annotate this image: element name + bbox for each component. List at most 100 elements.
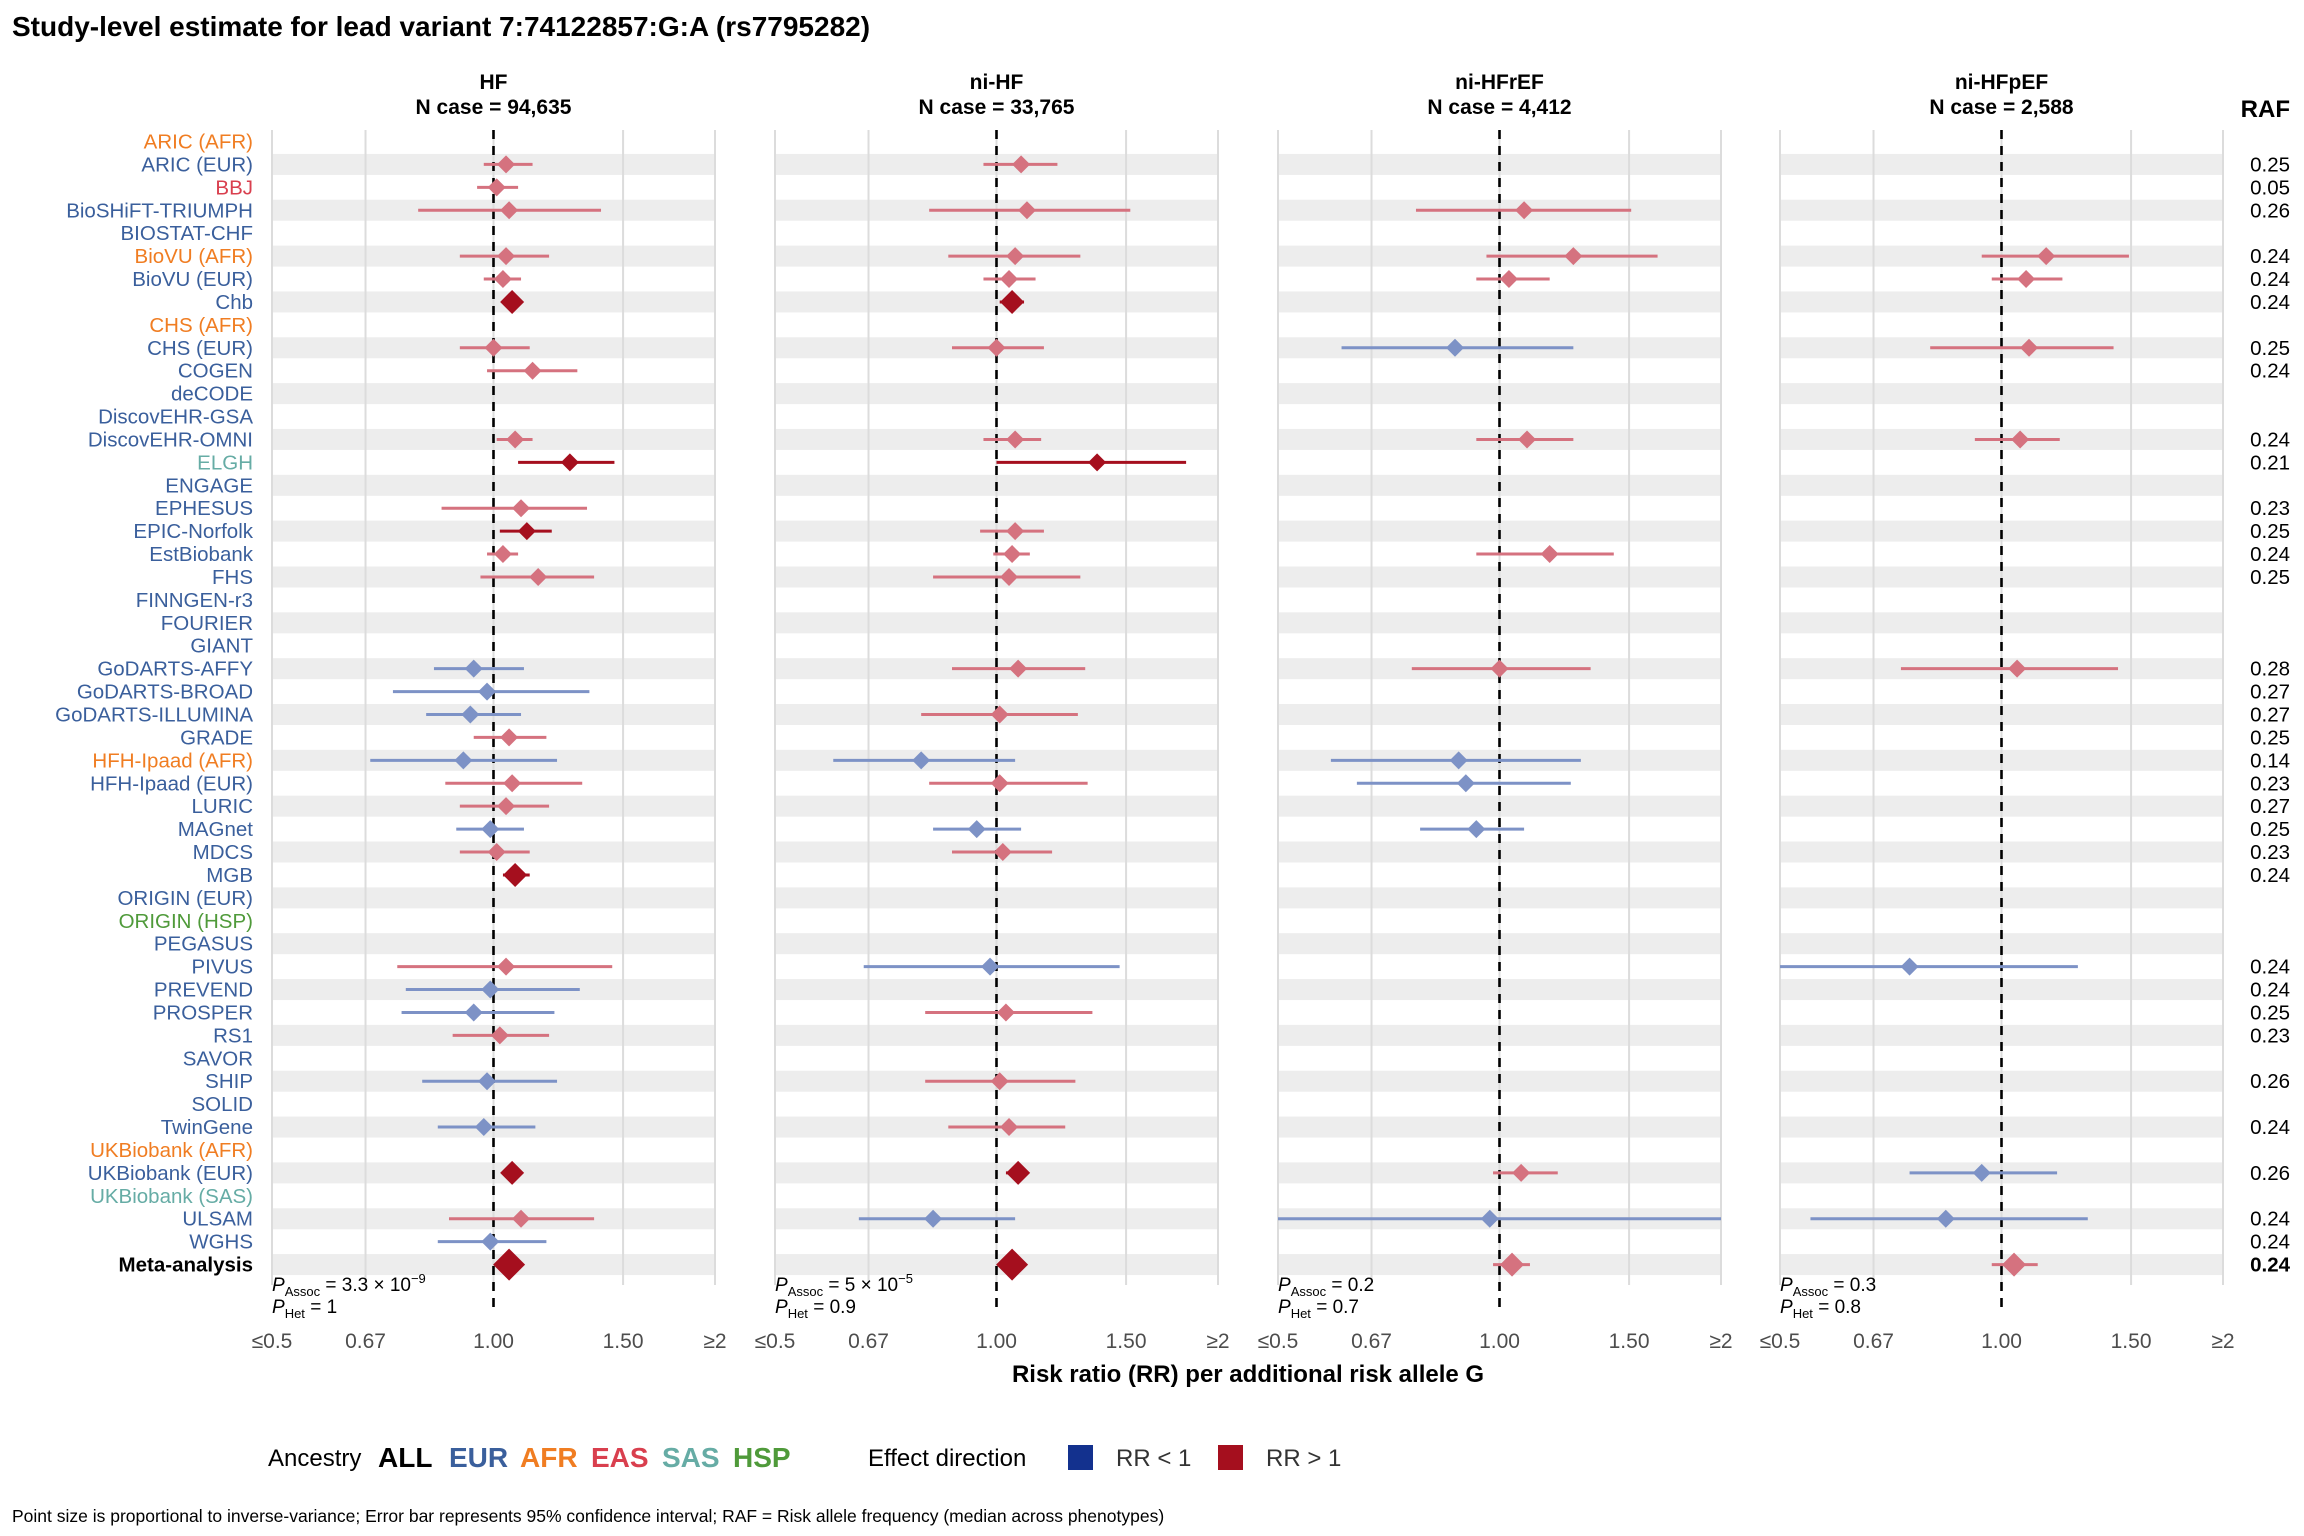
legend-effect-title: Effect direction	[868, 1445, 1026, 1472]
point-estimate	[454, 751, 473, 770]
study-label: MDCS	[193, 841, 253, 864]
raf-value: 0.23	[2250, 497, 2290, 520]
raf-value: 0.21	[2250, 451, 2290, 474]
x-tick-label: 0.67	[848, 1330, 889, 1353]
study-label: BioVU (AFR)	[135, 245, 253, 268]
raf-value: 0.24	[2250, 979, 2290, 1002]
x-tick-label: ≤0.5	[1258, 1330, 1299, 1353]
raf-value: 0.25	[2250, 1001, 2290, 1024]
raf-value: 0.23	[2250, 1024, 2290, 1047]
study-label: EPIC-Norfolk	[133, 520, 253, 543]
point-estimate	[1540, 545, 1559, 564]
x-tick-label: 0.67	[1351, 1330, 1392, 1353]
grid-lines: ≤0.5 0.67 1.00 1.50 ≥2 ≤0.5 0.67 1.00 1.50 ≥2 ≤0.5…	[252, 130, 2235, 1353]
x-tick-label: 1.50	[603, 1330, 644, 1353]
legend-ancestry-item: HSP	[733, 1442, 791, 1473]
point-estimate	[1518, 430, 1537, 449]
p-assoc: PAssoc = 3.3 × 10−9	[272, 1271, 426, 1299]
p-het: PHet = 0.8	[1780, 1297, 1861, 1321]
point-estimate	[490, 1026, 509, 1045]
study-label: UKBiobank (SAS)	[90, 1185, 253, 1208]
legend-effect-label: RR < 1	[1116, 1445, 1191, 1472]
estimate-marks	[370, 155, 2129, 1281]
study-label: FHS	[212, 566, 253, 589]
legend-swatch	[1068, 1445, 1093, 1470]
study-label: CHS (AFR)	[149, 314, 253, 337]
point-estimate	[464, 659, 483, 678]
point-estimate	[1000, 1118, 1019, 1137]
legend-effect-label: RR > 1	[1266, 1445, 1341, 1472]
x-axis-label: Risk ratio (RR) per additional risk alle…	[1012, 1361, 1484, 1388]
point-estimate	[464, 1003, 483, 1022]
point-estimate	[487, 843, 506, 862]
raf-value: 0.25	[2250, 818, 2290, 841]
x-tick-label: 1.50	[1609, 1330, 1650, 1353]
study-label: GRADE	[180, 726, 253, 749]
raf-value: 0.05	[2250, 176, 2290, 199]
study-label: EstBiobank	[149, 543, 253, 566]
study-label: PIVUS	[191, 956, 253, 979]
point-estimate	[1017, 201, 1036, 220]
point-estimate	[1499, 270, 1518, 289]
p-het: PHet = 0.9	[775, 1297, 856, 1321]
p-het: PHet = 1	[272, 1297, 337, 1321]
study-label: Meta-analysis	[119, 1254, 253, 1277]
study-label: Chb	[215, 291, 253, 314]
study-label: ENGAGE	[165, 474, 253, 497]
study-label: MAGnet	[178, 818, 253, 841]
point-estimate	[493, 545, 512, 564]
point-estimate	[2020, 338, 2039, 357]
raf-value: 0.28	[2250, 658, 2290, 681]
study-label: CHS (EUR)	[147, 337, 253, 360]
raf-value: 0.27	[2250, 795, 2290, 818]
legend-ancestry-item: ALL	[378, 1442, 432, 1473]
study-label: GoDARTS-BROAD	[77, 681, 253, 704]
point-estimate	[1006, 522, 1025, 541]
point-estimate	[2017, 270, 2036, 289]
study-label: GIANT	[190, 635, 253, 658]
point-estimate	[987, 338, 1006, 357]
study-label: GoDARTS-ILLUMINA	[55, 704, 253, 727]
study-label: BBJ	[215, 176, 253, 199]
x-tick-label: 1.00	[976, 1330, 1017, 1353]
point-estimate	[2011, 430, 2030, 449]
point-estimate	[497, 957, 516, 976]
point-estimate	[500, 289, 525, 314]
raf-value: 0.25	[2250, 726, 2290, 749]
point-estimate	[493, 1248, 526, 1281]
panel-subtitle: N case = 4,412	[1427, 96, 1571, 119]
point-estimate	[461, 705, 480, 724]
plot-title: Study-level estimate for lead variant 7:…	[12, 11, 870, 42]
x-tick-label: 1.00	[1981, 1330, 2022, 1353]
raf-value: 0.24	[2250, 1231, 2290, 1254]
x-tick-label: ≥2	[2211, 1330, 2234, 1353]
x-tick-label: 1.00	[1479, 1330, 1520, 1353]
point-estimate	[2002, 1252, 2027, 1277]
point-estimate	[503, 774, 522, 793]
point-estimate	[497, 155, 516, 174]
study-label: MGB	[206, 864, 253, 887]
study-label: HFH-Ipaad (EUR)	[90, 772, 253, 795]
study-label: PREVEND	[154, 979, 253, 1002]
raf-value: 0.14	[2250, 749, 2290, 772]
raf-column: RAF 0.250.050.260.240.240.240.250.240.24…	[2241, 96, 2291, 1277]
point-estimate	[517, 522, 536, 541]
point-estimate	[478, 1072, 497, 1091]
x-tick-label: ≤0.5	[252, 1330, 293, 1353]
study-label: BIOSTAT-CHF	[121, 222, 254, 245]
point-estimate	[2008, 659, 2027, 678]
raf-value: 0.24	[2250, 543, 2290, 566]
point-estimate	[1000, 270, 1019, 289]
point-estimate	[497, 247, 516, 266]
study-label: WGHS	[189, 1231, 253, 1254]
study-label: HFH-Ipaad (AFR)	[92, 749, 253, 772]
point-estimate	[996, 1248, 1029, 1281]
raf-value: 0.24	[2250, 360, 2290, 383]
study-label: COGEN	[178, 360, 253, 383]
raf-value: 0.26	[2250, 1162, 2290, 1185]
point-estimate	[967, 820, 986, 839]
legend-ancestry-item: EAS	[591, 1442, 649, 1473]
point-estimate	[996, 1003, 1015, 1022]
panel-title: ni-HF	[970, 71, 1024, 94]
point-estimate	[1480, 1209, 1499, 1228]
